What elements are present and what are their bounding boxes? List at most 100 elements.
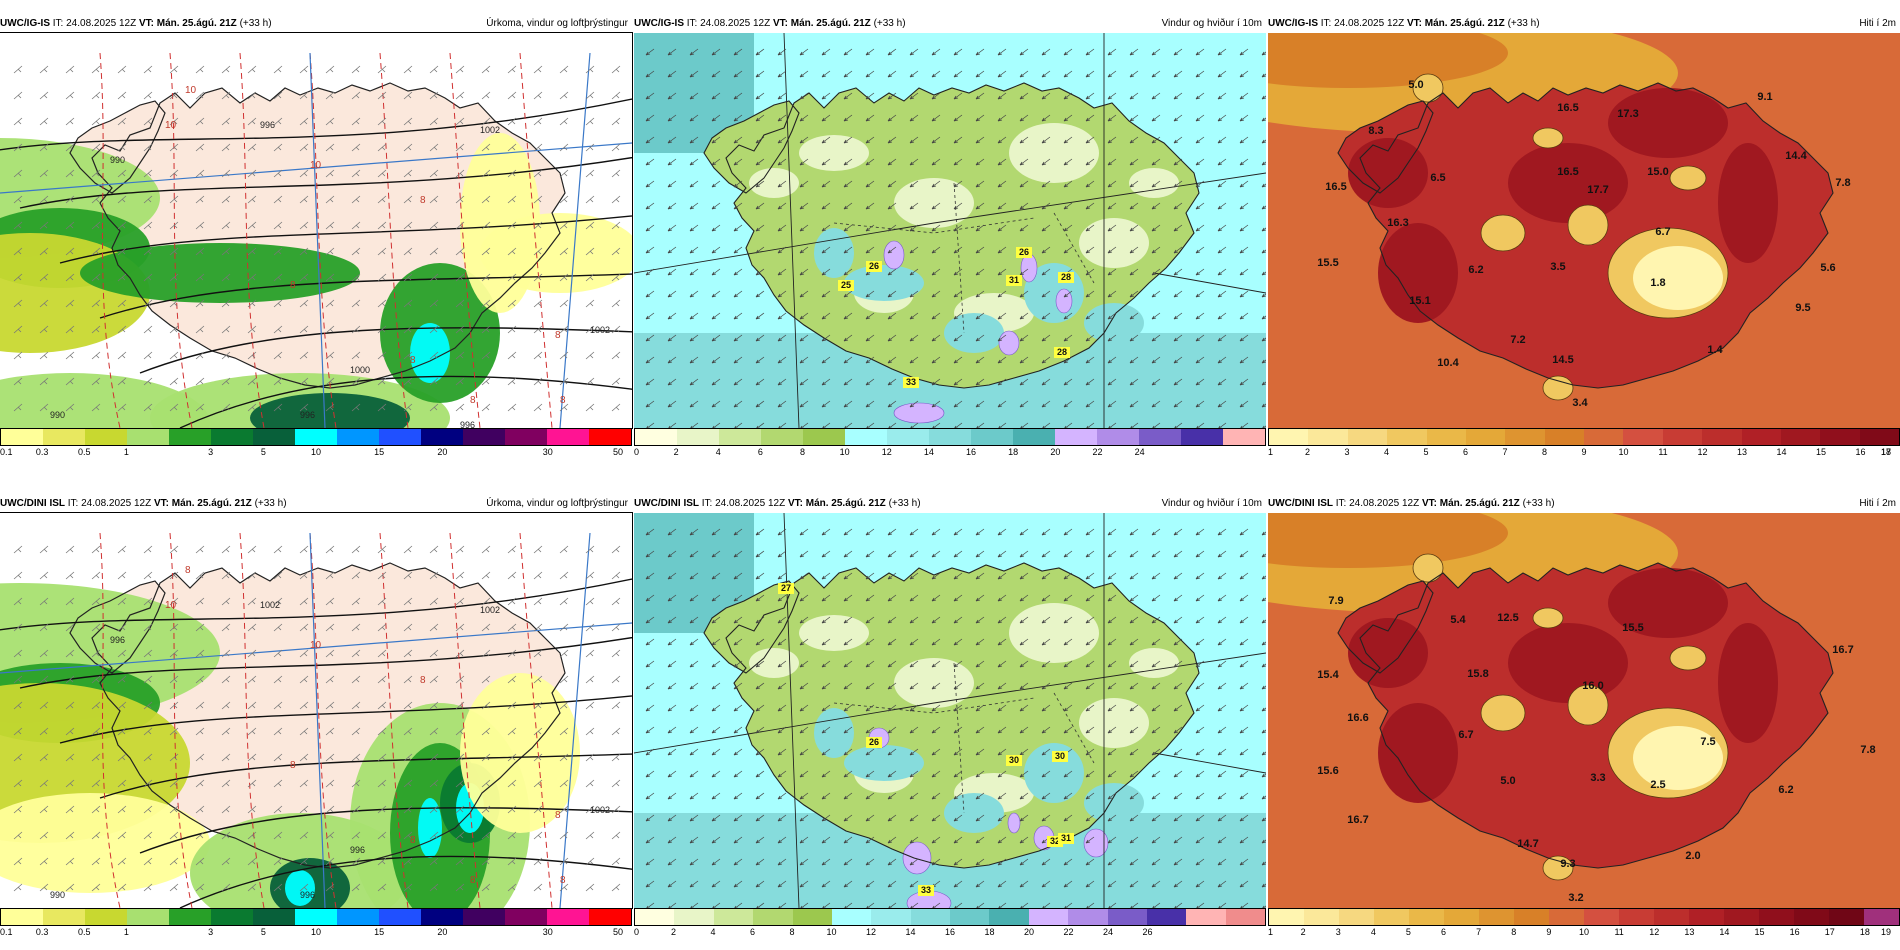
wind-arrow xyxy=(953,814,963,822)
wind-barb xyxy=(507,195,517,204)
wind-arrow xyxy=(1085,616,1095,624)
wind-barb xyxy=(559,883,569,892)
colorbar-swatch xyxy=(1623,429,1663,445)
wind-arrow xyxy=(777,92,787,100)
low-wind-area xyxy=(1009,123,1099,183)
isotherm-label: 8 xyxy=(560,875,566,886)
wind-arrow xyxy=(1063,180,1073,188)
wind-arrow xyxy=(997,378,1007,386)
wind-arrow xyxy=(1019,792,1029,800)
map-view[interactable]: 7.9 5.4 12.5 15.5 16.7 15.4 15.8 16.0 16.6 6.7 7.5… xyxy=(1268,513,1900,908)
wind-barb xyxy=(455,545,465,554)
wind-barb xyxy=(611,571,621,580)
warm-area xyxy=(1718,143,1778,263)
colorbar-swatch xyxy=(337,909,379,925)
wind-barb xyxy=(143,701,153,710)
map-view[interactable]: 990 996 1002 1000 990 996 1002 996 10 10 10 8 8 8 8 8 8 xyxy=(0,32,633,429)
wind-arrow xyxy=(1041,528,1051,536)
wind-barb xyxy=(351,649,361,658)
colorbar-tick-label: 0.3 xyxy=(35,927,49,937)
map-canvas[interactable]: 5.09.18.316.5 17.314.416.56.5 16.517.715.0… xyxy=(1268,33,1900,428)
wind-arrow xyxy=(1261,227,1266,232)
wind-arrow xyxy=(777,334,787,342)
wind-arrow xyxy=(1042,422,1051,428)
valid-time-value: Mán. 25.ágú. 21Z xyxy=(1424,18,1505,29)
wind-arrow xyxy=(1019,180,1029,188)
wind-arrow xyxy=(1107,312,1117,320)
wind-arrow xyxy=(1107,334,1117,342)
wind-barb xyxy=(351,727,361,736)
wind-barb xyxy=(169,623,179,632)
wind-arrow xyxy=(667,594,677,602)
wind-arrow xyxy=(865,880,875,888)
wind-arrow xyxy=(1085,792,1095,800)
wind-arrow xyxy=(866,902,875,908)
colorbar-tick-label: 6 xyxy=(749,927,756,937)
temperature-label: 16.5 xyxy=(1557,166,1578,178)
wind-arrow xyxy=(777,616,787,624)
wind-arrow xyxy=(1085,378,1095,386)
wind-barb xyxy=(481,65,491,74)
wind-barb xyxy=(65,377,75,386)
wind-barb xyxy=(195,831,205,840)
map-canvas[interactable]: 7.95.4 12.515.516.715.4 15.816.016.66.77.5… xyxy=(1268,513,1900,908)
colorbar-swatch xyxy=(1181,429,1223,445)
wind-arrow xyxy=(667,202,677,210)
wind-barb xyxy=(481,299,491,308)
wind-barb xyxy=(325,753,335,762)
wind-arrow xyxy=(1107,858,1117,866)
wind-barb xyxy=(455,649,465,658)
wind-arrow xyxy=(711,180,721,188)
wind-arrow xyxy=(711,528,721,536)
colorbar-swatch xyxy=(1544,429,1584,445)
temperature-label: 6.2 xyxy=(1468,264,1483,276)
wind-barb xyxy=(143,675,153,684)
wind-arrow xyxy=(1217,378,1227,386)
wind-barb xyxy=(273,701,283,710)
precip-area xyxy=(460,673,580,833)
wind-barb xyxy=(299,65,309,74)
wind-barb xyxy=(403,221,413,230)
map-view[interactable]: 5.0 9.1 8.3 16.5 17.3 14.4 16.5 6.5 16.5 17.7 15.0… xyxy=(1268,33,1900,428)
init-time-value: 24.08.2025 12Z xyxy=(66,18,137,29)
map-view[interactable]: 27 26 30 30 32 31 33 xyxy=(634,513,1266,908)
wind-barb xyxy=(611,143,621,152)
wind-arrow xyxy=(931,638,941,646)
wind-barb xyxy=(195,779,205,788)
wind-barb xyxy=(299,351,309,360)
isobar-label: 996 xyxy=(300,410,315,420)
wind-arrow xyxy=(1239,748,1249,756)
wind-arrow xyxy=(1239,202,1249,210)
map-view[interactable]: 996 1002 1002 996 990 996 1002 8 10 10 8 8 8 8 8 8 xyxy=(0,512,633,909)
wind-arrow xyxy=(1151,682,1161,690)
colorbar-tick-label: 24 xyxy=(1134,447,1145,457)
map-view[interactable]: 26 25 26 31 28 28 33 xyxy=(634,33,1266,428)
wind-barb xyxy=(91,377,101,386)
moderate-wind-area xyxy=(944,793,1004,833)
lead-time: (+33 h) xyxy=(888,498,921,509)
wind-arrow xyxy=(887,246,897,254)
colorbar-tick-label: 12 xyxy=(881,447,892,457)
wind-barb xyxy=(195,597,205,606)
wind-arrow xyxy=(1239,880,1249,888)
wind-barb xyxy=(351,143,361,152)
wind-arrow xyxy=(689,528,699,536)
wind-barb xyxy=(169,883,179,892)
wind-arrow xyxy=(755,528,765,536)
wind-barb xyxy=(325,195,335,204)
gust-area xyxy=(1020,253,1038,283)
wind-barb xyxy=(403,675,413,684)
wind-barb xyxy=(377,831,387,840)
colorbar-tick-label: 7 xyxy=(1476,927,1482,937)
moderate-wind-area xyxy=(844,265,924,301)
wind-arrow xyxy=(1041,136,1051,144)
wind-arrow xyxy=(733,334,743,342)
wind-arrow xyxy=(711,312,721,320)
wind-arrow xyxy=(909,528,919,536)
wind-arrow xyxy=(733,136,743,144)
wind-arrow xyxy=(997,70,1007,78)
